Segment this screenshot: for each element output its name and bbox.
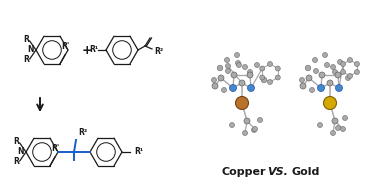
Circle shape [239, 80, 245, 86]
Circle shape [248, 70, 253, 75]
Circle shape [253, 127, 257, 132]
Circle shape [222, 88, 226, 92]
Circle shape [254, 63, 260, 68]
Circle shape [268, 61, 273, 66]
Circle shape [226, 63, 231, 68]
Circle shape [235, 60, 240, 65]
Circle shape [342, 115, 347, 120]
Circle shape [243, 65, 248, 70]
Circle shape [355, 70, 359, 75]
Text: R: R [13, 157, 19, 166]
Circle shape [347, 73, 353, 78]
Circle shape [248, 85, 254, 92]
Circle shape [251, 127, 257, 132]
Text: R²: R² [154, 46, 163, 56]
Circle shape [338, 60, 342, 65]
Text: R¹: R¹ [89, 46, 99, 55]
Circle shape [322, 53, 327, 58]
Circle shape [212, 78, 217, 83]
Text: R: R [23, 36, 29, 45]
Text: R': R' [51, 144, 59, 153]
Circle shape [318, 122, 322, 127]
Circle shape [217, 65, 223, 71]
Circle shape [243, 130, 248, 135]
Circle shape [330, 130, 336, 135]
Circle shape [237, 63, 242, 68]
Circle shape [313, 68, 319, 73]
Circle shape [235, 97, 248, 110]
Circle shape [345, 75, 350, 80]
Circle shape [318, 85, 324, 92]
Circle shape [299, 78, 305, 83]
Circle shape [341, 127, 345, 132]
Circle shape [305, 65, 311, 71]
Circle shape [333, 70, 338, 75]
Text: R': R' [61, 42, 69, 51]
Text: R: R [23, 56, 29, 65]
Circle shape [324, 63, 330, 68]
Circle shape [229, 85, 237, 92]
Text: N: N [17, 147, 24, 157]
Circle shape [300, 83, 306, 89]
Text: Gold: Gold [292, 167, 321, 177]
Circle shape [234, 53, 240, 58]
Circle shape [268, 80, 273, 85]
Circle shape [226, 68, 231, 73]
Circle shape [313, 58, 318, 63]
Circle shape [229, 122, 234, 127]
Circle shape [324, 97, 336, 110]
Circle shape [247, 72, 253, 78]
Circle shape [336, 125, 341, 130]
Circle shape [225, 58, 229, 63]
Circle shape [336, 85, 342, 92]
Circle shape [310, 88, 314, 92]
Text: R¹: R¹ [134, 147, 143, 157]
Circle shape [260, 75, 265, 80]
Circle shape [355, 61, 359, 66]
Circle shape [275, 75, 280, 80]
Circle shape [212, 83, 218, 89]
Text: VS.: VS. [267, 167, 288, 177]
Circle shape [327, 80, 333, 86]
Circle shape [275, 66, 280, 71]
Text: R: R [13, 137, 19, 147]
Circle shape [341, 70, 345, 75]
Circle shape [257, 117, 262, 122]
Circle shape [306, 75, 312, 81]
Circle shape [332, 118, 338, 124]
Text: Copper: Copper [222, 167, 266, 177]
Circle shape [330, 65, 336, 70]
Circle shape [319, 72, 325, 78]
Circle shape [244, 118, 250, 124]
Circle shape [341, 61, 345, 66]
Circle shape [260, 66, 265, 71]
Circle shape [231, 72, 237, 78]
Text: N: N [28, 46, 34, 55]
Text: +: + [82, 43, 92, 56]
Circle shape [335, 72, 341, 78]
Circle shape [261, 77, 267, 83]
Circle shape [218, 75, 224, 81]
Circle shape [347, 58, 353, 63]
Text: R²: R² [78, 128, 87, 137]
